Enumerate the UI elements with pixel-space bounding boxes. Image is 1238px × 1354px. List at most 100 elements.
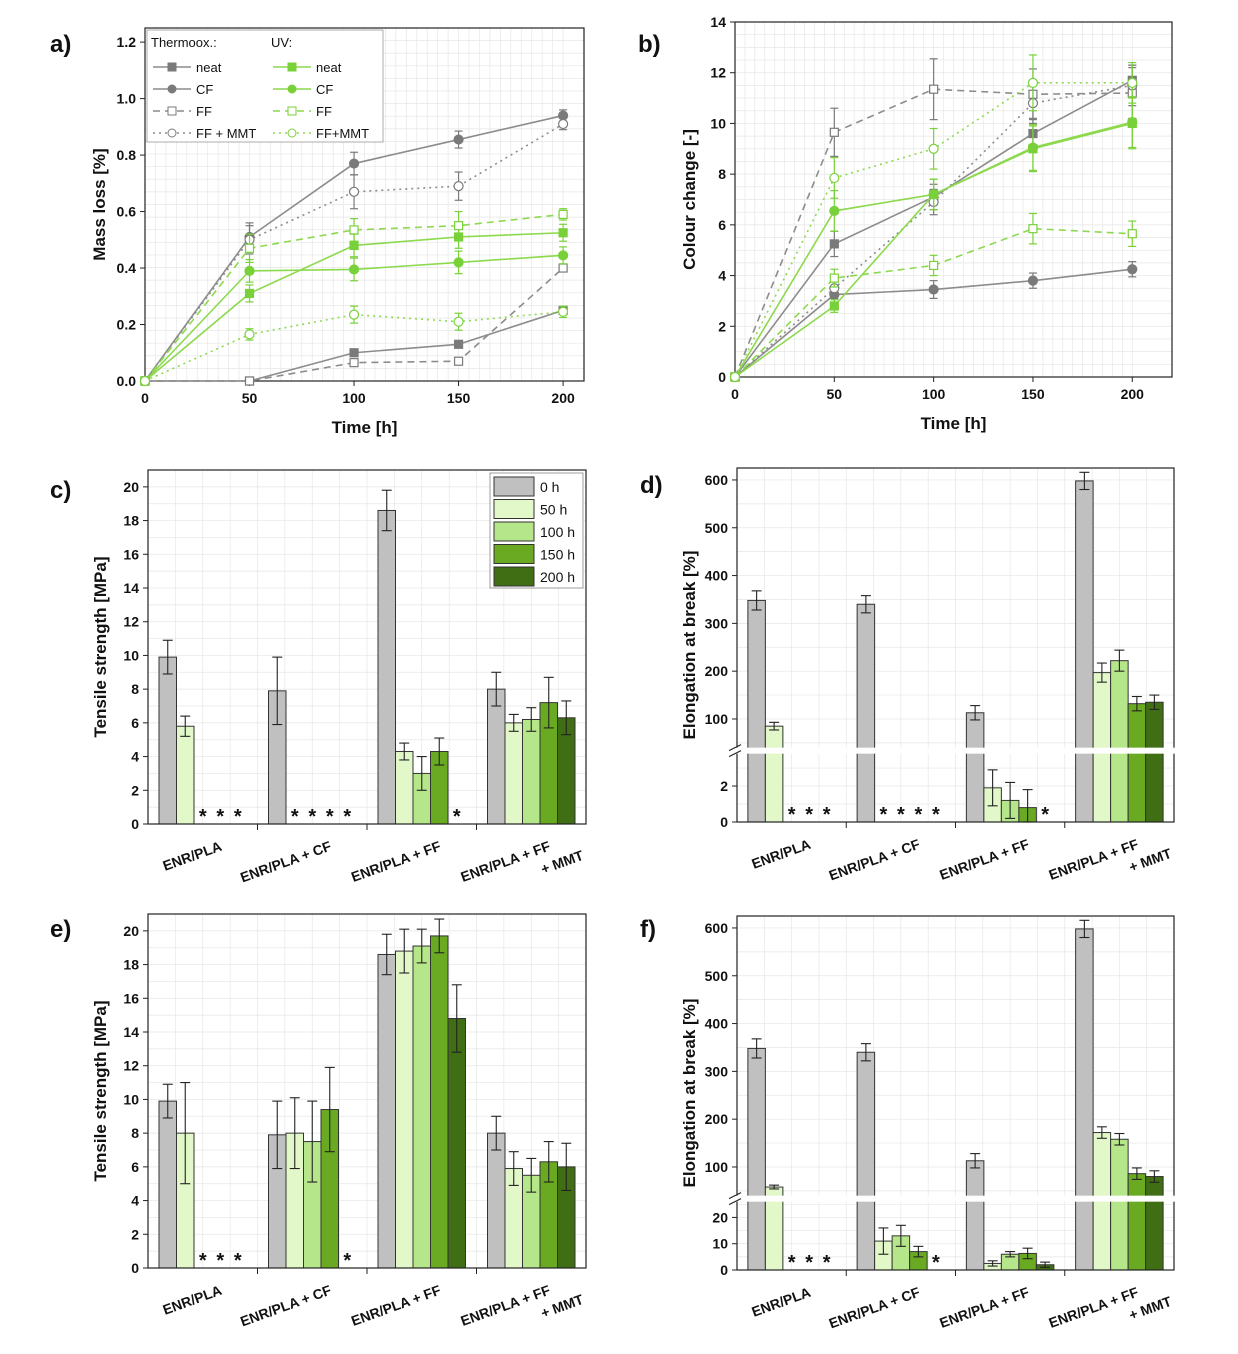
y-tick-label: 10 — [710, 115, 726, 131]
y-tick-label: 0.4 — [117, 260, 137, 276]
plot-frame — [734, 21, 1173, 378]
data-point — [1027, 142, 1039, 153]
y-tick-label: 8 — [718, 166, 726, 182]
bar — [412, 945, 431, 1269]
legend-label: FF+MMT — [316, 126, 369, 141]
legend-marker — [167, 106, 177, 116]
bar — [764, 725, 784, 823]
x-tick-label: 100 — [342, 390, 366, 406]
panel-label: a) — [50, 31, 71, 58]
bar-group-0: * * * — [158, 1082, 242, 1272]
data-point — [349, 348, 359, 358]
category-label: ENR/PLA + FF — [349, 838, 443, 885]
bar-group-0: * * * — [747, 590, 831, 826]
category-label-text: ENR/PLA — [161, 838, 224, 874]
data-point — [453, 316, 464, 327]
y-tick-label: 0.0 — [117, 373, 137, 389]
missing-marker: * — [326, 806, 334, 828]
category-label: ENR/PLA — [749, 836, 812, 872]
y-tick-label: 300 — [705, 615, 729, 631]
data-point — [1127, 117, 1138, 128]
legend-label: 50 h — [540, 502, 567, 518]
plot-frame — [147, 913, 587, 1269]
bar — [487, 1132, 506, 1269]
y-tick-label: 2 — [131, 782, 139, 798]
category-label: ENR/PLA + CF — [238, 838, 334, 886]
legend: 0 h 50 h 100 h 150 h 200 h — [489, 472, 584, 589]
bar — [1127, 1173, 1147, 1271]
panel-label: d) — [640, 472, 663, 499]
y-tick-label: 100 — [705, 1159, 729, 1175]
missing-marker: * — [897, 804, 905, 826]
data-point — [348, 186, 360, 197]
x-tick-label: 0 — [731, 386, 739, 402]
bar — [1075, 928, 1094, 1271]
y-tick-label: 12 — [123, 1058, 139, 1074]
missing-marker: * — [1041, 804, 1049, 826]
y-tick-label: 4 — [131, 1193, 139, 1209]
data-point — [829, 239, 839, 249]
legend-label: neat — [316, 60, 342, 75]
chart-panel-f: f) * * * * 100 200 300 400 500 600 0 10 20 Elongation … — [640, 915, 1182, 1332]
legend-marker — [287, 84, 297, 94]
bar — [747, 599, 766, 823]
bar — [176, 725, 195, 825]
legend-swatch — [493, 544, 535, 564]
legend-marker — [287, 62, 297, 72]
legend-title: Thermoox.: — [151, 35, 217, 50]
plot-frame — [736, 915, 1175, 1271]
bar — [377, 509, 396, 825]
data-point — [349, 225, 359, 235]
y-tick-label: 6 — [718, 217, 726, 233]
category-label: ENR/PLA + CF — [827, 1284, 923, 1332]
x-tick-label: 150 — [1021, 386, 1045, 402]
data-point — [244, 288, 255, 299]
category-label-text: ENR/PLA + FF — [937, 836, 1031, 883]
category-label: ENR/PLA — [749, 1284, 812, 1320]
data-point — [453, 181, 464, 192]
data-point — [453, 221, 464, 231]
y-tick-label: 12 — [710, 65, 726, 81]
y-tick-label: 10 — [123, 1091, 139, 1107]
bar-group-2 — [377, 918, 466, 1269]
data-point — [557, 306, 569, 317]
legend-marker — [287, 128, 297, 138]
missing-marker: * — [788, 804, 796, 826]
legend-label: FF — [316, 104, 332, 119]
bar-group-0: * * * — [158, 639, 242, 828]
y-tick-label: 16 — [123, 546, 139, 562]
x-tick-label: 0 — [141, 390, 149, 406]
data-point — [929, 260, 939, 271]
legend-label: FF — [196, 104, 212, 119]
legend-label: neat — [196, 60, 222, 75]
bar — [1110, 1138, 1129, 1271]
x-tick-label: 200 — [1121, 386, 1145, 402]
legend-marker — [167, 62, 177, 72]
bar — [158, 656, 177, 825]
chart-panel-b: b) 0 50 100 150 200 0 2 4 6 8 10 12 14 Time [h] Colour … — [638, 14, 1173, 433]
chart-panel-d: d) * * * * * * * * 100 200 300 400 500 600 0 2 Elongation… — [640, 467, 1182, 883]
y-tick-label: 8 — [131, 681, 139, 697]
category-label-text: ENR/PLA — [749, 836, 812, 872]
bar — [430, 935, 449, 1269]
bar-group-3 — [1075, 471, 1164, 823]
missing-marker: * — [216, 1250, 224, 1272]
missing-marker: * — [199, 806, 207, 828]
data-point — [558, 228, 568, 238]
y-tick-label: 4 — [718, 268, 726, 284]
panel-label: c) — [50, 477, 71, 504]
y-axis-label: Tensile strength [MPa] — [91, 1000, 110, 1181]
data-point — [558, 209, 568, 219]
legend-swatch — [493, 476, 535, 497]
missing-marker: * — [199, 1250, 207, 1272]
minor-grid — [734, 21, 1172, 378]
y-axis-label: Colour change [-] — [680, 129, 699, 270]
data-point — [929, 84, 939, 94]
y-tick-label: 500 — [705, 520, 729, 536]
bar — [747, 1047, 766, 1271]
y-tick-label: 6 — [131, 1159, 139, 1175]
data-point — [557, 250, 569, 261]
category-label-text: ENR/PLA + FF — [349, 1282, 443, 1329]
missing-marker: * — [234, 806, 242, 828]
